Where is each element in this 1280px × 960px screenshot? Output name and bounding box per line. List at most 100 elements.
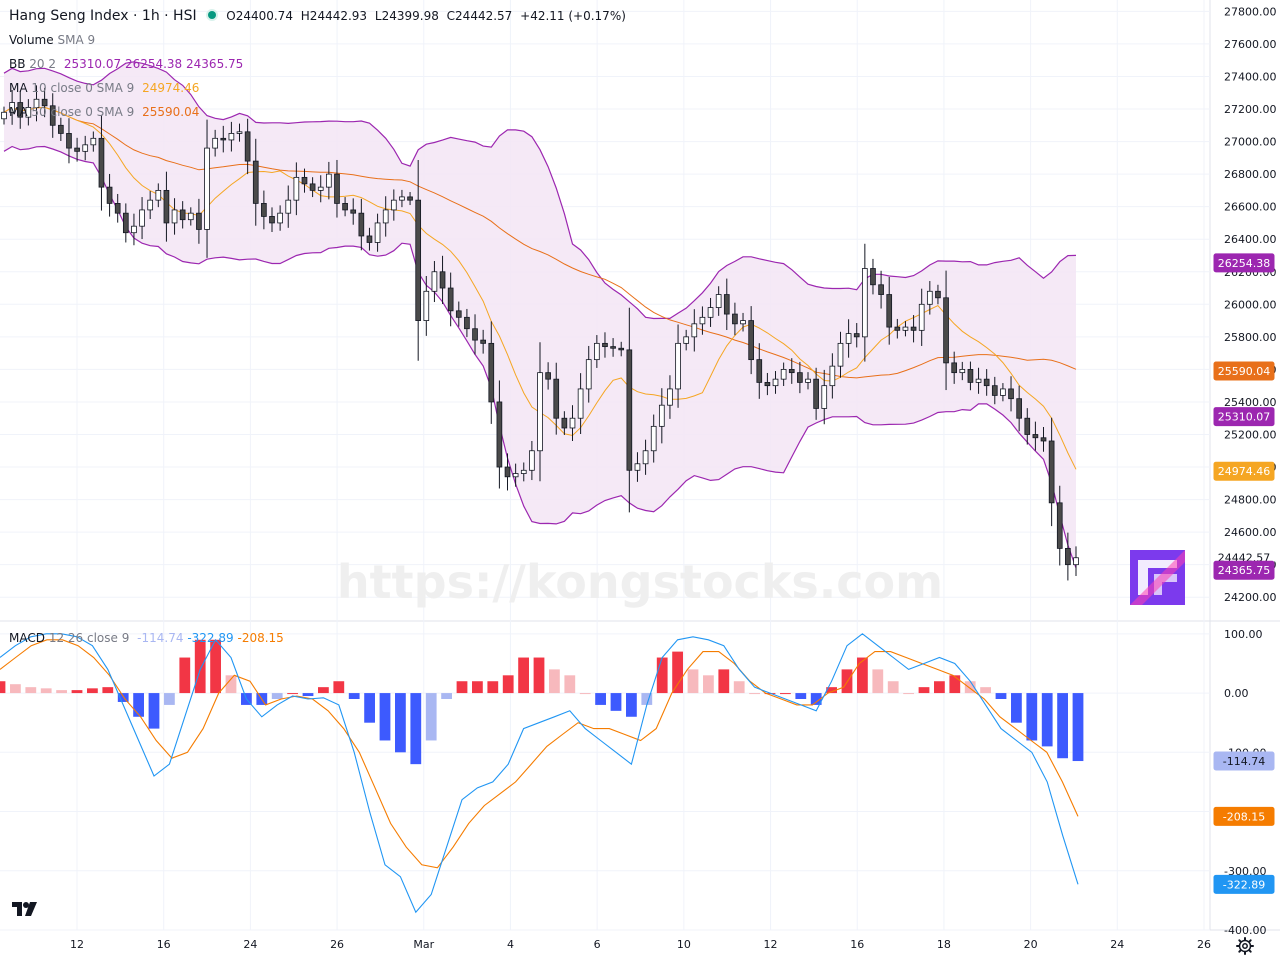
gear-icon[interactable]: [1236, 937, 1254, 955]
candle[interactable]: [675, 324, 681, 408]
candle[interactable]: [228, 121, 235, 152]
candle[interactable]: [1065, 532, 1071, 581]
candle[interactable]: [187, 207, 194, 226]
time-axis[interactable]: 12 16 24 26 Mar 4 6 10 12 16 18 20 24 26: [70, 938, 1211, 951]
candle[interactable]: [870, 258, 876, 295]
candle[interactable]: [529, 440, 535, 481]
candle[interactable]: [569, 405, 576, 441]
candle[interactable]: [1040, 427, 1047, 452]
candle[interactable]: [537, 342, 543, 482]
candle[interactable]: [837, 331, 844, 378]
candle[interactable]: [261, 190, 267, 230]
candle[interactable]: [496, 380, 503, 489]
candle[interactable]: [212, 129, 218, 157]
candle[interactable]: [699, 306, 706, 335]
candle[interactable]: [878, 270, 884, 309]
candle[interactable]: [902, 321, 909, 337]
candle[interactable]: [350, 198, 357, 225]
candle[interactable]: [561, 411, 568, 435]
candle[interactable]: [171, 198, 178, 235]
candle[interactable]: [82, 135, 89, 161]
candle[interactable]: [9, 89, 15, 125]
candle[interactable]: [236, 123, 243, 142]
candle[interactable]: [748, 306, 754, 375]
candle[interactable]: [431, 261, 438, 303]
candle[interactable]: [658, 388, 665, 444]
candle[interactable]: [1000, 383, 1006, 402]
candle[interactable]: [788, 358, 795, 384]
candle[interactable]: [740, 312, 746, 332]
candle[interactable]: [594, 335, 600, 368]
candle[interactable]: [723, 278, 730, 331]
candle[interactable]: [829, 353, 836, 399]
candle[interactable]: [845, 319, 852, 358]
candle[interactable]: [813, 367, 819, 420]
candle[interactable]: [959, 361, 966, 381]
candle[interactable]: [602, 332, 608, 358]
candle[interactable]: [894, 318, 901, 339]
candle[interactable]: [220, 125, 227, 153]
ma50-legend[interactable]: MA 50 close 0 SMA 9 25590.04: [9, 105, 199, 119]
candle[interactable]: [66, 118, 72, 164]
candle[interactable]: [196, 198, 202, 244]
candle[interactable]: [642, 439, 649, 475]
candle[interactable]: [1056, 485, 1063, 566]
candle[interactable]: [252, 138, 259, 226]
candle[interactable]: [464, 308, 470, 338]
candle[interactable]: [707, 297, 714, 327]
candle[interactable]: [285, 185, 292, 228]
macd-legend[interactable]: MACD 12 26 close 9 -114.74 -322.89 -208.…: [9, 631, 284, 645]
candle[interactable]: [382, 196, 389, 237]
candle[interactable]: [732, 302, 738, 336]
candle[interactable]: [415, 159, 422, 361]
candle[interactable]: [1024, 408, 1031, 445]
candle[interactable]: [797, 361, 803, 394]
candle[interactable]: [618, 341, 625, 357]
symbol-title[interactable]: Hang Seng Index · 1h · HSI: [9, 8, 197, 24]
candle[interactable]: [918, 288, 925, 346]
candle[interactable]: [1048, 417, 1055, 527]
candle[interactable]: [715, 286, 722, 316]
candle[interactable]: [131, 213, 137, 246]
candle[interactable]: [967, 361, 974, 391]
candle[interactable]: [545, 362, 551, 390]
candle[interactable]: [447, 272, 454, 327]
candle[interactable]: [374, 213, 381, 252]
candle[interactable]: [407, 192, 413, 206]
candle[interactable]: [49, 93, 56, 138]
candle[interactable]: [423, 275, 430, 336]
candle[interactable]: [512, 463, 519, 487]
candle[interactable]: [991, 376, 998, 405]
candle[interactable]: [106, 173, 113, 217]
candle[interactable]: [358, 198, 365, 251]
macd-pane[interactable]: [0, 633, 1084, 914]
candle[interactable]: [488, 321, 495, 424]
candle[interactable]: [943, 270, 949, 391]
candle[interactable]: [1, 106, 7, 125]
candle[interactable]: [975, 367, 982, 394]
candle[interactable]: [244, 118, 251, 175]
candle[interactable]: [41, 87, 48, 118]
candle[interactable]: [317, 175, 324, 203]
candle[interactable]: [366, 227, 373, 251]
candle[interactable]: [293, 162, 300, 216]
tradingview-logo-icon[interactable]: [10, 898, 38, 920]
ma10-legend[interactable]: MA 10 close 0 SMA 9 24974.46: [9, 81, 199, 95]
candle[interactable]: [585, 345, 592, 403]
candle[interactable]: [309, 177, 316, 198]
candle[interactable]: [805, 372, 811, 390]
brand-badge-icon[interactable]: [1130, 550, 1185, 605]
candle[interactable]: [163, 171, 170, 242]
bb-legend[interactable]: BB 20 2 25310.07 26254.38 24365.75: [9, 57, 243, 71]
candle[interactable]: [33, 85, 40, 122]
candle[interactable]: [399, 189, 405, 208]
candle[interactable]: [691, 309, 698, 352]
candle[interactable]: [147, 191, 154, 220]
candle[interactable]: [853, 323, 860, 348]
candle[interactable]: [439, 255, 446, 304]
candle[interactable]: [910, 315, 917, 343]
candle[interactable]: [155, 183, 162, 208]
candle[interactable]: [821, 369, 828, 425]
candle[interactable]: [756, 343, 763, 399]
candle[interactable]: [139, 197, 145, 240]
